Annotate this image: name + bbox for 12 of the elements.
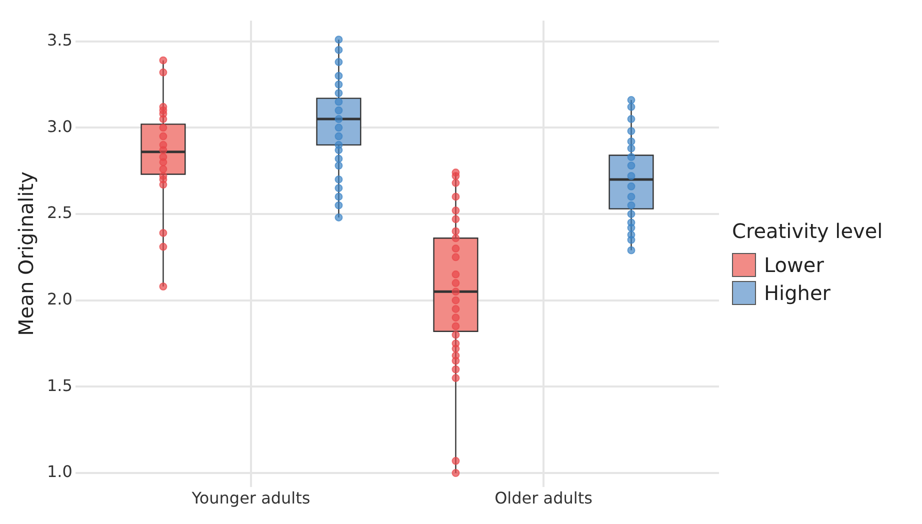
legend-label: Higher: [764, 281, 830, 305]
legend-title: Creativity level: [732, 219, 883, 243]
y-tick-label: 3.5: [46, 30, 72, 50]
x-tick-label: Younger adults: [190, 488, 310, 508]
y-tick-label: 2.0: [46, 289, 72, 308]
y-axis-title: Mean Originality: [14, 171, 38, 336]
x-tick-label: Older adults: [494, 488, 592, 508]
y-tick-label: 3.0: [46, 116, 72, 136]
y-tick-label: 1.5: [46, 376, 72, 395]
y-tick-label: 2.5: [46, 203, 72, 222]
legend-label: Lower: [764, 253, 824, 277]
y-tick-label: 1.0: [46, 462, 72, 482]
